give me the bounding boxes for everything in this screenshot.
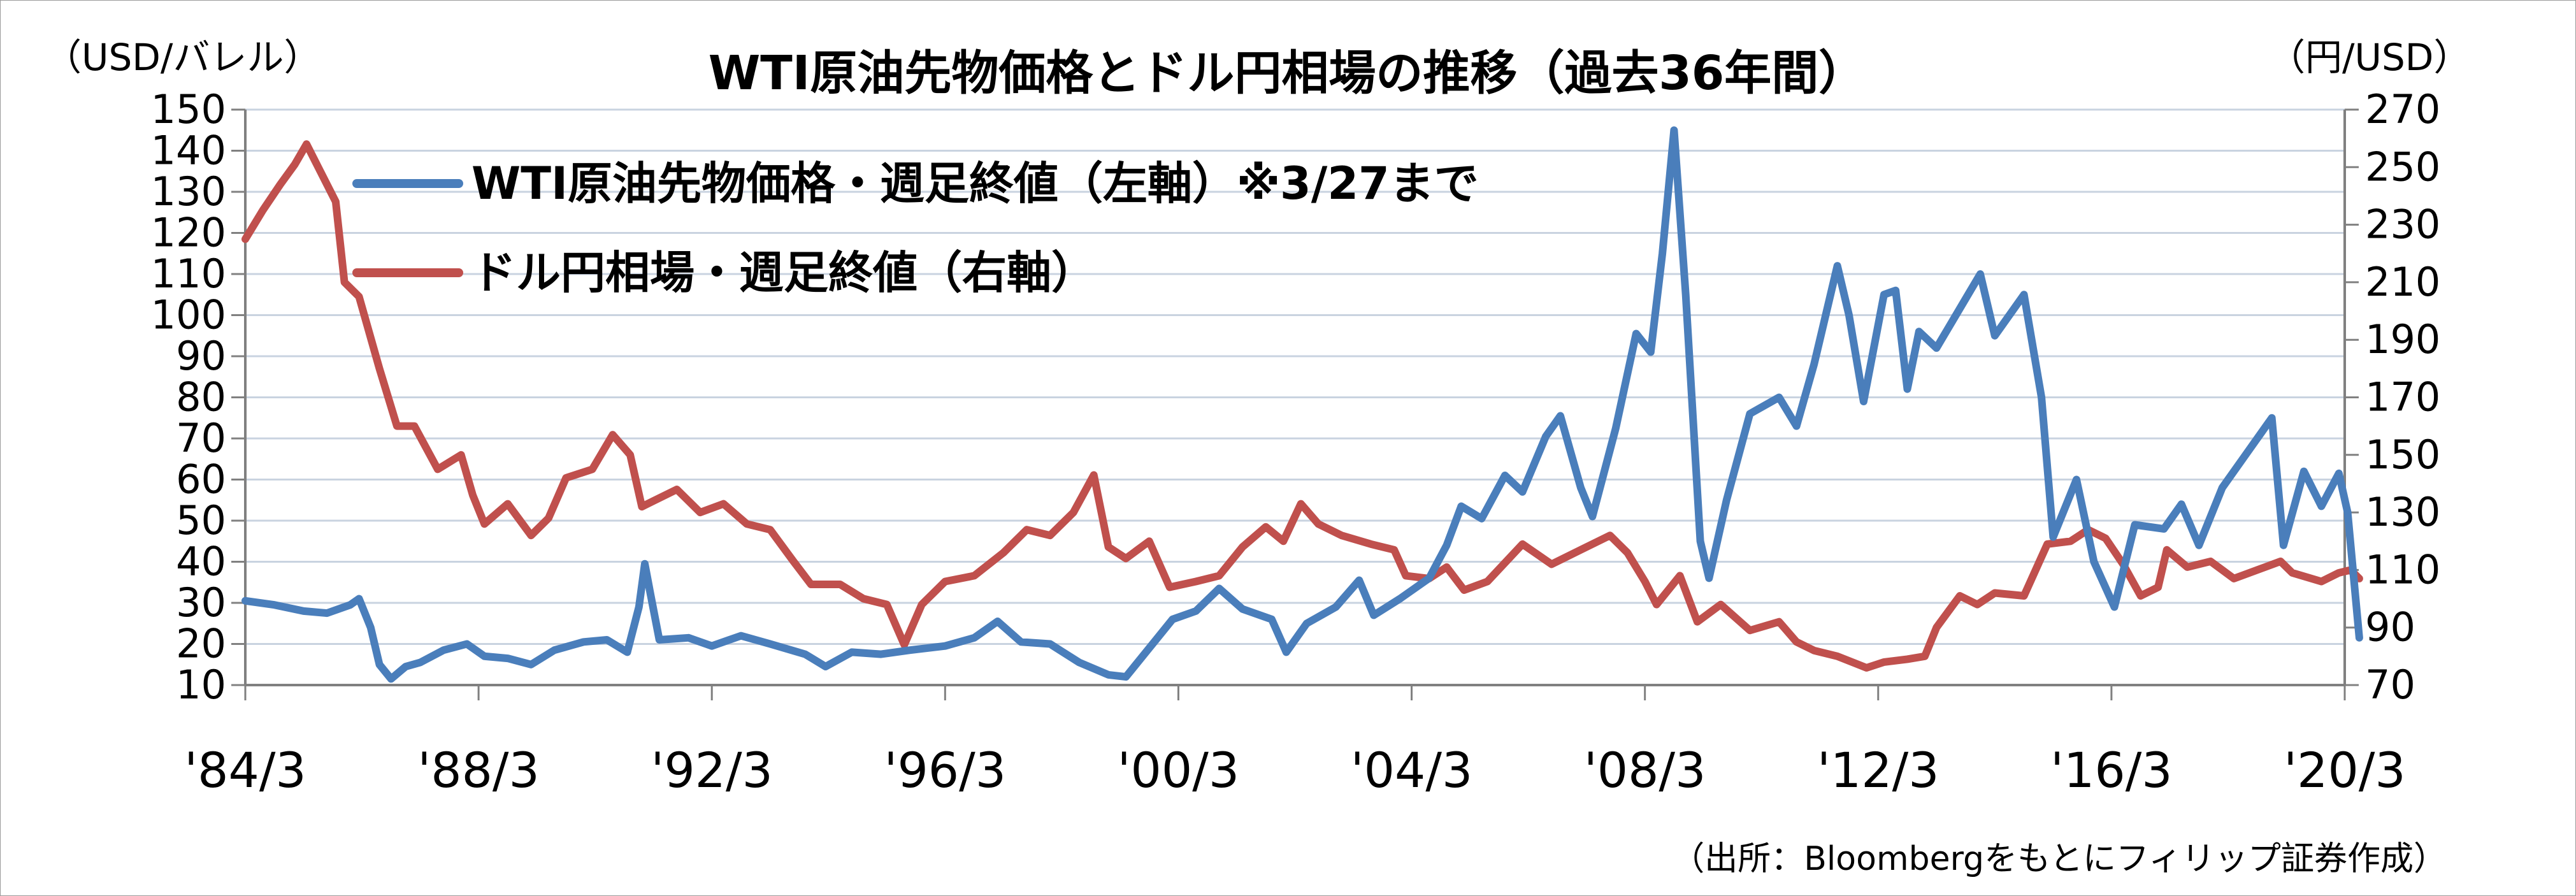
right-tick-label: 230 — [2365, 201, 2440, 248]
right-tick-label: 70 — [2365, 661, 2415, 708]
left-tick-label: 140 — [151, 127, 226, 174]
right-tick-label: 190 — [2365, 316, 2440, 363]
right-tick-label: 110 — [2365, 546, 2440, 593]
left-axis-unit: （USD/バレル） — [45, 36, 320, 79]
right-tick-label: 250 — [2365, 143, 2440, 190]
right-tick-label: 170 — [2365, 374, 2440, 421]
x-tick-label: '16/3 — [2050, 742, 2173, 798]
left-tick-label: 60 — [176, 456, 226, 503]
legend-label-wti: WTI原油先物価格・週足終値（左軸）※3/27まで — [471, 157, 1479, 210]
left-tick-label: 100 — [151, 292, 226, 338]
left-tick-label: 10 — [176, 661, 226, 708]
x-tick-label: '00/3 — [1118, 742, 1240, 798]
left-tick-label: 70 — [176, 415, 226, 461]
x-tick-label: '84/3 — [184, 742, 306, 798]
left-tick-label: 50 — [176, 497, 226, 544]
left-tick-label: 120 — [151, 210, 226, 256]
right-tick-label: 150 — [2365, 431, 2440, 478]
x-tick-label: '12/3 — [1817, 742, 1939, 798]
chart-title: WTI原油先物価格とドル円相場の推移（過去36年間） — [709, 46, 1866, 101]
left-tick-label: 40 — [176, 538, 226, 585]
series-line-usdjpy — [241, 140, 2363, 672]
legend-label-usdjpy: ドル円相場・週足終値（右軸） — [471, 247, 1096, 299]
x-tick-label: '04/3 — [1351, 742, 1473, 798]
series-line-wti — [241, 126, 2363, 683]
source-note: （出所：Bloombergをもとにフィリップ証券作成） — [1671, 840, 2447, 878]
left-tick-label: 130 — [151, 168, 226, 215]
right-tick-label: 270 — [2365, 86, 2440, 133]
right-tick-label: 90 — [2365, 604, 2415, 651]
x-tick-label: '96/3 — [884, 742, 1007, 798]
right-tick-label: 130 — [2365, 489, 2440, 535]
left-tick-label: 110 — [151, 250, 226, 297]
right-axis-unit: （円/USD） — [2268, 36, 2470, 79]
left-tick-label: 90 — [176, 333, 226, 379]
right-tick-label: 210 — [2365, 259, 2440, 305]
left-tick-label: 150 — [151, 86, 226, 133]
left-tick-label: 20 — [176, 621, 226, 667]
left-tick-label: 80 — [176, 374, 226, 421]
x-tick-label: '92/3 — [651, 742, 773, 798]
tick-labels: 1020304050607080901001101201301401507090… — [151, 86, 2441, 798]
legend: WTI原油先物価格・週足終値（左軸）※3/27まで ドル円相場・週足終値（右軸） — [352, 157, 1479, 299]
gridlines — [245, 108, 2345, 686]
x-tick-label: '08/3 — [1584, 742, 1706, 798]
x-tick-label: '88/3 — [417, 742, 540, 798]
series-lines — [241, 126, 2363, 683]
x-tick-label: '20/3 — [2284, 742, 2406, 798]
left-tick-label: 30 — [176, 579, 226, 626]
axes — [231, 108, 2359, 700]
